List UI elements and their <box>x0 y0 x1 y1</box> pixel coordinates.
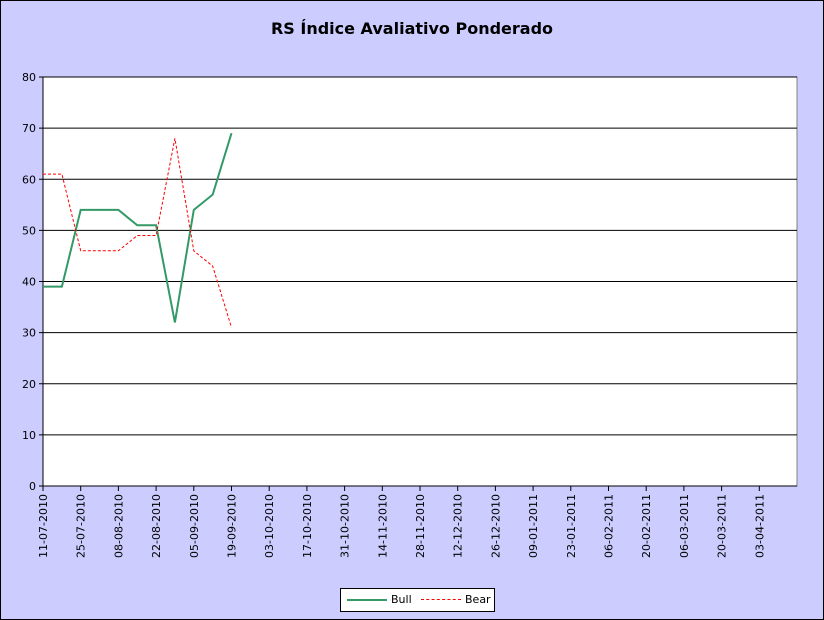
y-tick-label: 0 <box>29 480 36 493</box>
x-tick-label: 23-01-2011 <box>565 494 578 558</box>
y-tick-label: 10 <box>22 429 36 442</box>
y-tick-label: 70 <box>22 122 36 135</box>
y-tick-label: 50 <box>22 224 36 237</box>
x-tick-label: 20-03-2011 <box>716 494 729 558</box>
x-tick-label: 11-07-2010 <box>37 494 50 558</box>
x-tick-label: 05-09-2010 <box>188 494 201 558</box>
y-tick-label: 80 <box>22 71 36 84</box>
x-tick-label: 22-08-2010 <box>150 494 163 558</box>
x-tick-label: 09-01-2011 <box>527 494 540 558</box>
series-line-bear <box>43 138 232 328</box>
x-tick-label: 08-08-2010 <box>112 494 125 558</box>
y-tick-label: 40 <box>22 276 36 289</box>
x-tick-label: 19-09-2010 <box>226 494 239 558</box>
x-tick-label: 06-03-2011 <box>678 494 691 558</box>
x-tick-label: 17-10-2010 <box>301 494 314 558</box>
y-tick-label: 30 <box>22 327 36 340</box>
legend-item-bull: Bull <box>347 593 412 606</box>
x-tick-label: 03-10-2010 <box>263 494 276 558</box>
x-tick-label: 28-11-2010 <box>414 494 427 558</box>
x-tick-label: 12-12-2010 <box>452 494 465 558</box>
legend-label-bull: Bull <box>391 593 412 606</box>
y-tick-label: 60 <box>22 173 36 186</box>
x-tick-label: 25-07-2010 <box>75 494 88 558</box>
x-tick-label: 20-02-2011 <box>640 494 653 558</box>
x-tick-label: 26-12-2010 <box>489 494 502 558</box>
x-tick-label: 03-04-2011 <box>753 494 766 558</box>
x-tick-label: 31-10-2010 <box>339 494 352 558</box>
x-tick-label: 06-02-2011 <box>603 494 616 558</box>
chart-title: RS Índice Avaliativo Ponderado <box>270 19 554 38</box>
x-tick-label: 14-11-2010 <box>376 494 389 558</box>
legend-swatch-bull <box>347 598 387 601</box>
legend-swatch-bear <box>421 599 461 600</box>
legend-label-bear: Bear <box>465 593 491 606</box>
y-tick-label: 20 <box>22 378 36 391</box>
legend-item-bear: Bear <box>421 593 491 606</box>
chart-legend: Bull Bear <box>340 588 495 612</box>
